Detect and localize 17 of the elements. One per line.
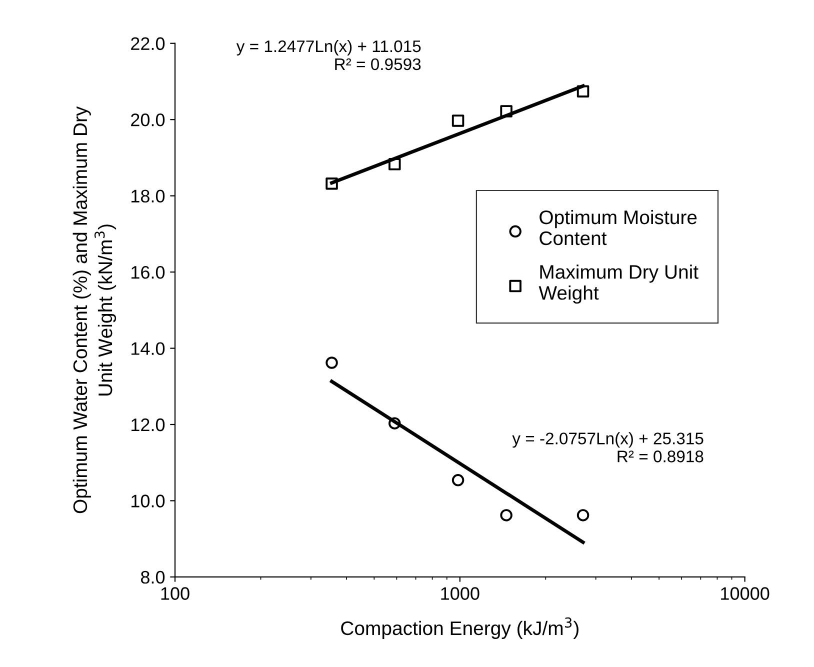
x-tick-label: 100 bbox=[161, 587, 190, 600]
y-tick-label: 18.0 bbox=[132, 190, 165, 203]
y-tick-label: 20.0 bbox=[131, 114, 165, 126]
y-axis-title: Optimum Water Content (%) and Maximum Dry Unit Weight (kN/m$^{3}$) bbox=[72, 106, 116, 514]
y-tick-label: 14.0 bbox=[132, 342, 165, 355]
y-tick-label: 8.0 bbox=[140, 570, 165, 584]
legend-label: Optimum Moisture Content bbox=[540, 210, 697, 246]
legend-label: Maximum Dry Unit Weight bbox=[538, 264, 698, 304]
annotation: y = 1.2477Ln(x) + 11.015 R² = 0.9593 bbox=[236, 40, 421, 70]
y-tick-label: 12.0 bbox=[132, 418, 165, 432]
x-tick-label: 10000 bbox=[721, 587, 770, 600]
x-axis-title: Compaction Energy (kJ/m$^{3}$) bbox=[341, 617, 578, 639]
y-tick-label: 10.0 bbox=[132, 494, 165, 508]
x-tick-label: 1000 bbox=[441, 587, 480, 600]
y-tick-label: 16.0 bbox=[132, 266, 165, 279]
y-tick-label: 22.0 bbox=[131, 37, 165, 50]
annotation: y = -2.0757Ln(x) + 25.315 R² = 0.8918 bbox=[512, 432, 704, 462]
